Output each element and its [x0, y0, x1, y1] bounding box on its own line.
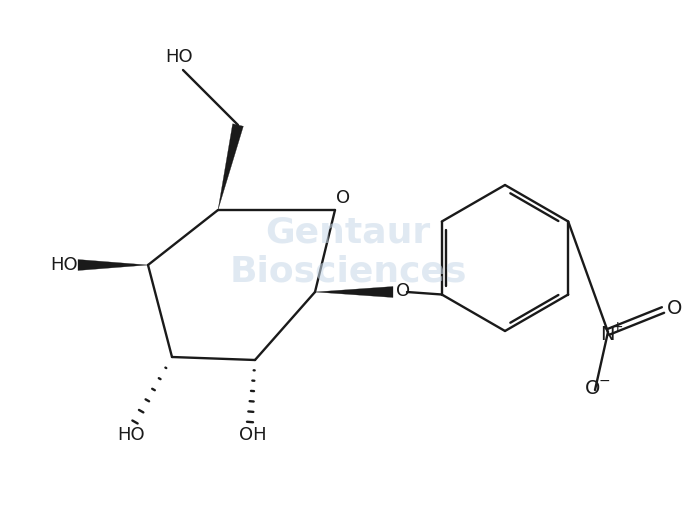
Text: O: O: [396, 282, 410, 300]
Text: −: −: [598, 374, 610, 388]
Polygon shape: [218, 124, 244, 210]
Polygon shape: [78, 259, 148, 270]
Text: OH: OH: [239, 426, 267, 444]
Text: Gentaur
Biosciences: Gentaur Biosciences: [229, 215, 467, 289]
Text: HO: HO: [165, 48, 193, 66]
Text: O: O: [585, 380, 601, 398]
Text: O: O: [336, 189, 350, 207]
Text: HO: HO: [117, 426, 145, 444]
Text: HO: HO: [50, 256, 78, 274]
Polygon shape: [315, 287, 393, 297]
Text: +: +: [611, 320, 623, 334]
Text: O: O: [667, 300, 683, 318]
Text: N: N: [600, 324, 615, 344]
